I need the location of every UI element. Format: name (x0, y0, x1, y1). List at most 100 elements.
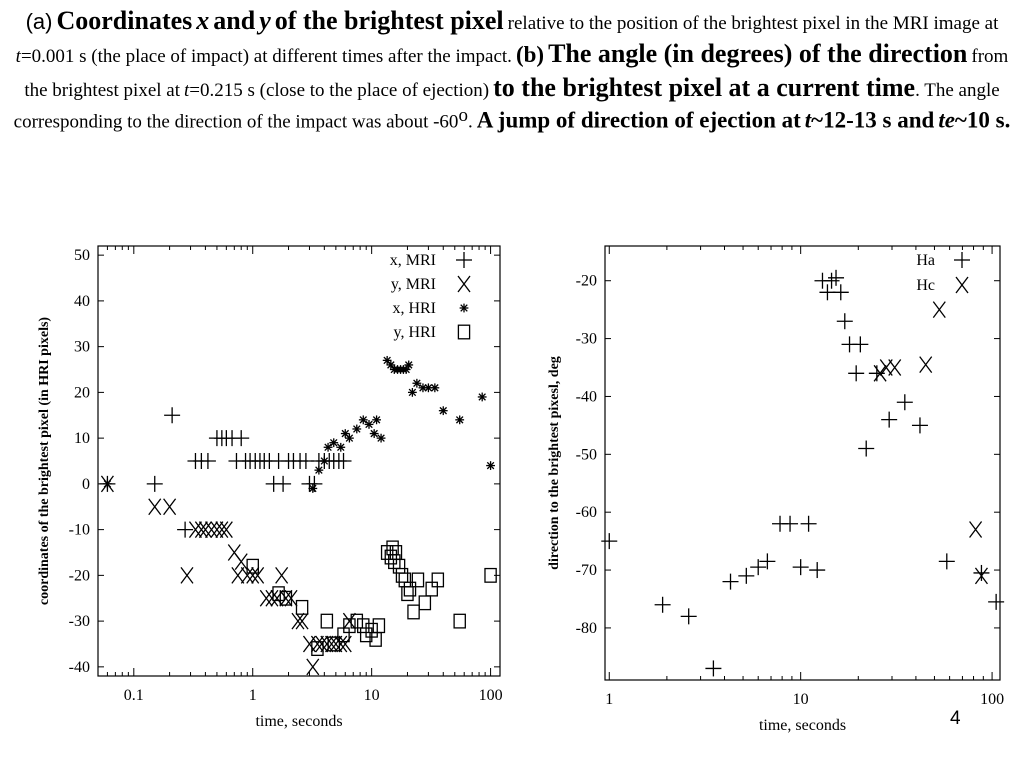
series-hc (873, 301, 988, 585)
data-point (291, 612, 305, 630)
plot-frame (604, 245, 1001, 681)
caption-jump2: ~12-13 s and (811, 107, 935, 133)
data-point (323, 442, 333, 452)
slide-caption: (a) Coordinates x and y of the brightest… (10, 4, 1014, 135)
caption-t3: t (804, 107, 812, 133)
caption-a-text: relative to the position of the brightes… (507, 13, 999, 34)
data-point (246, 558, 259, 574)
plot-frame (97, 245, 501, 677)
data-point (198, 521, 212, 539)
data-point (315, 635, 329, 653)
data-point (759, 553, 776, 570)
data-point (358, 415, 368, 425)
data-point (800, 515, 817, 532)
data-point (199, 453, 216, 469)
data-point (750, 559, 767, 576)
x-tick-label: 1 (605, 691, 613, 708)
caption-t1: t (15, 46, 21, 68)
data-point (407, 604, 420, 620)
legend-marker (457, 275, 471, 293)
data-point (234, 553, 248, 571)
x-tick-label: 10 (793, 691, 809, 708)
caption-marker-a: (a) (25, 9, 53, 34)
data-point (680, 608, 697, 625)
data-point (336, 442, 346, 452)
data-point (407, 387, 417, 397)
data-point (386, 360, 396, 370)
data-point (306, 658, 320, 676)
caption-b-text: from the brightest pixel at (24, 46, 1009, 101)
data-point (809, 562, 826, 579)
data-point (231, 566, 245, 584)
caption-a-title: Coordinates (56, 6, 193, 35)
data-point (310, 635, 324, 653)
data-point (738, 567, 755, 584)
caption-b-time: =0.215 s (close to the place of ejection… (189, 79, 490, 101)
data-point (314, 465, 324, 475)
data-point (792, 559, 809, 576)
data-point (295, 599, 309, 615)
data-point (251, 566, 265, 584)
series-x-mri (99, 407, 352, 538)
data-point (148, 498, 162, 516)
data-point (372, 618, 386, 634)
data-point (430, 383, 440, 393)
legend-label: y, HRI (393, 324, 436, 341)
data-point (233, 430, 250, 447)
data-point (974, 567, 988, 585)
x-tick-label: 100 (479, 687, 503, 704)
data-point (259, 589, 273, 607)
x-tick-label: 0.1 (124, 687, 144, 704)
data-point (240, 566, 254, 584)
x-tick-label: 1 (249, 687, 257, 704)
caption-b-title: The angle (in degrees) of the direction (548, 39, 968, 69)
data-point (601, 533, 618, 550)
data-point (988, 593, 1005, 610)
y-tick-label: -50 (576, 446, 597, 463)
data-point (180, 566, 194, 584)
caption-b-title2: to the brightest pixel at a current time (493, 72, 916, 102)
data-point (246, 566, 260, 584)
data-point (335, 453, 352, 469)
data-point (823, 272, 840, 289)
data-point (888, 359, 902, 376)
data-point (177, 521, 194, 538)
data-point (215, 521, 229, 539)
data-point (411, 572, 425, 588)
data-point (376, 433, 386, 443)
data-point (342, 612, 356, 630)
data-point (431, 572, 445, 588)
data-point (722, 573, 739, 590)
legend-marker (459, 303, 469, 313)
x-tick-label: 100 (980, 691, 1004, 708)
caption-a-title2: of the brightest pixel (274, 6, 504, 35)
data-point (350, 613, 364, 629)
data-point (219, 521, 233, 539)
caption-x: x (196, 6, 210, 35)
data-point (146, 475, 163, 492)
caption-jump3: ~10 s. (954, 107, 1011, 133)
data-point (388, 554, 401, 570)
legend-label: x, MRI (390, 252, 436, 269)
data-point (401, 586, 414, 602)
data-point (329, 438, 339, 448)
y-tick-label: -40 (576, 388, 597, 405)
chart-direction: -80 -70 -60 -50 -40 -30 -20 1 10 100 time, seconds… (547, 245, 1005, 734)
caption-and: and (213, 6, 256, 35)
data-point (455, 415, 465, 425)
data-point (295, 612, 309, 630)
y-tick-label: 10 (74, 430, 90, 447)
data-point (275, 475, 292, 492)
data-point (911, 417, 928, 434)
data-point (412, 378, 422, 388)
data-point (345, 433, 354, 443)
y-tick-label: 40 (74, 293, 90, 310)
data-point (896, 394, 913, 411)
y-tick-label: -30 (69, 613, 90, 630)
data-point (938, 553, 955, 570)
caption-b-text2: . The angle corresponding to the directi… (13, 79, 1000, 133)
data-point (881, 411, 898, 428)
y-tick-label: -20 (576, 273, 597, 290)
data-point (365, 622, 378, 638)
data-point (279, 589, 293, 607)
